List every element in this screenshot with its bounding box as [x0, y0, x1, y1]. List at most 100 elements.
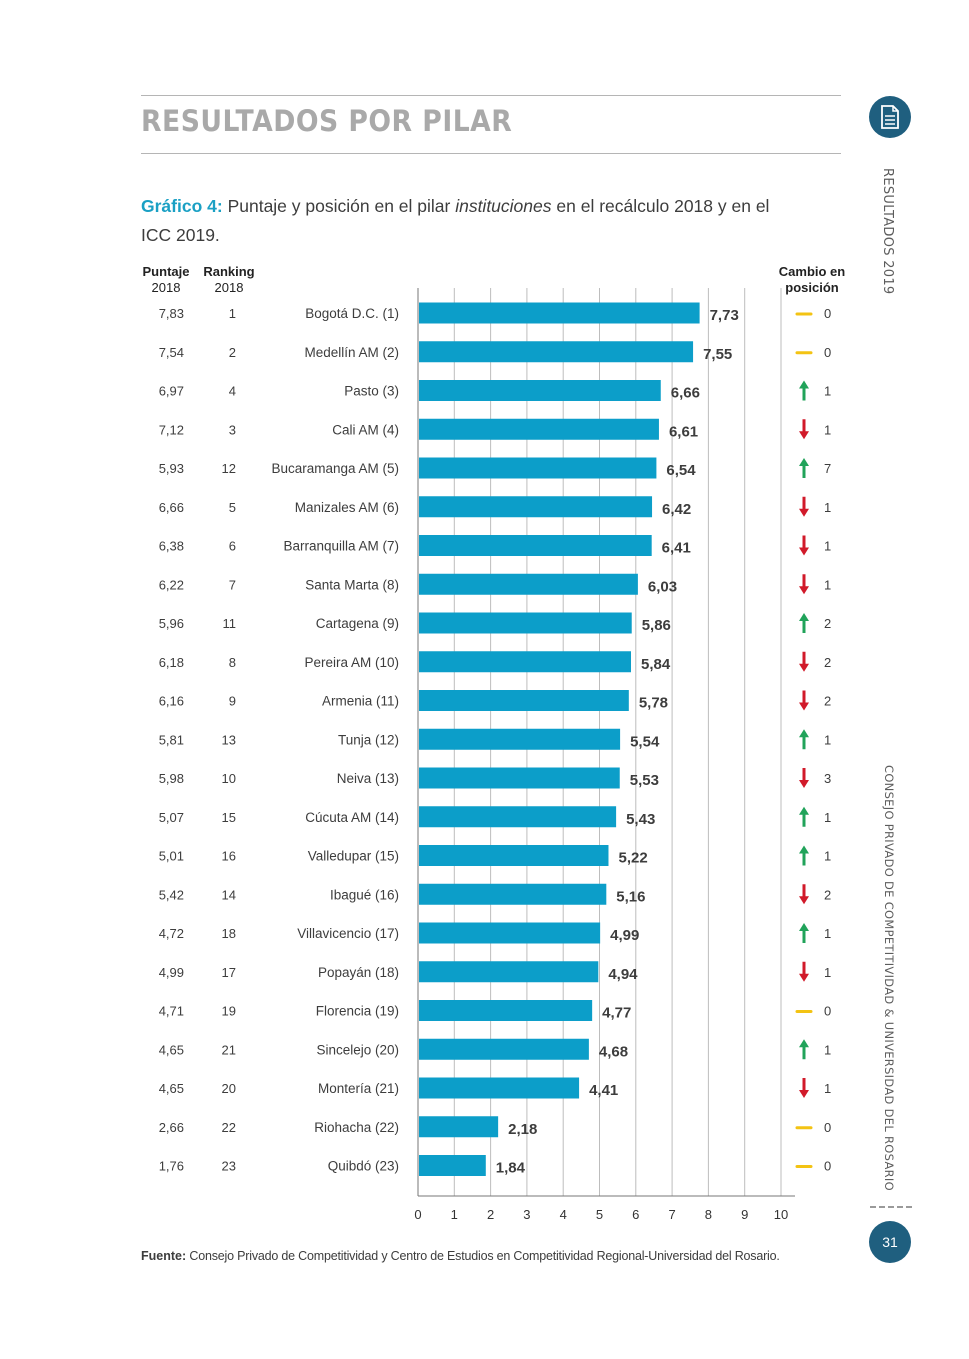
score-2018-cell: 5,42 — [159, 887, 184, 902]
category-label: Manizales AM (6) — [295, 500, 399, 515]
side-label-publisher: CONSEJO PRIVADO DE COMPETITIVIDAD & UNIV… — [882, 765, 896, 1191]
arrow-up-icon — [799, 729, 809, 750]
rank-2018-cell: 12 — [222, 461, 236, 476]
data-label: 5,43 — [626, 811, 655, 828]
category-label: Pasto (3) — [344, 384, 399, 399]
category-label: Cali AM (4) — [332, 422, 399, 437]
arrow-down-icon — [799, 535, 809, 556]
rank-2018-cell: 22 — [222, 1120, 236, 1135]
x-tick-label: 9 — [741, 1207, 748, 1222]
score-2018-cell: 1,76 — [159, 1159, 184, 1174]
change-value: 1 — [824, 384, 831, 399]
change-value: 2 — [824, 694, 831, 709]
caption-text-after: en el recálculo 2018 y en el ICC 2019. — [141, 196, 770, 245]
change-value: 1 — [824, 577, 831, 592]
change-value: 0 — [824, 306, 831, 321]
bar — [419, 651, 631, 673]
category-label: Popayán (18) — [318, 965, 399, 980]
data-label: 6,41 — [662, 540, 691, 557]
rank-2018-cell: 23 — [222, 1159, 236, 1174]
score-2018-cell: 4,65 — [159, 1081, 184, 1096]
arrow-up-icon — [799, 458, 809, 478]
change-value: 0 — [824, 345, 831, 360]
data-label: 6,42 — [662, 501, 691, 518]
data-label: 4,99 — [610, 927, 639, 944]
data-label: 5,16 — [616, 888, 645, 905]
score-2018-cell: 2,66 — [159, 1120, 184, 1135]
score-2018-cell: 6,18 — [159, 655, 184, 670]
change-value: 2 — [824, 616, 831, 631]
bar — [419, 612, 632, 634]
data-label: 5,54 — [630, 733, 660, 750]
rank-2018-cell: 6 — [229, 539, 236, 554]
chart-caption: Gráfico 4: Puntaje y posición en el pila… — [141, 192, 801, 250]
change-value: 1 — [824, 810, 831, 825]
score-2018-cell: 6,38 — [159, 539, 184, 554]
data-label: 4,77 — [602, 1005, 631, 1022]
data-label: 7,55 — [703, 346, 732, 363]
caption-label: Gráfico 4: — [141, 196, 223, 216]
data-label: 4,68 — [599, 1043, 628, 1060]
change-value: 1 — [824, 849, 831, 864]
arrow-down-icon — [799, 574, 809, 595]
column-header-score-2018-line2: 2018 — [151, 280, 181, 295]
rank-2018-cell: 11 — [223, 616, 237, 631]
rank-2018-cell: 16 — [222, 849, 236, 864]
column-header-rank-2018-line2: 2018 — [214, 280, 244, 295]
rank-2018-cell: 18 — [222, 926, 236, 941]
rank-2018-cell: 4 — [229, 384, 236, 399]
arrow-up-icon — [799, 923, 809, 943]
category-label: Cartagena (9) — [316, 616, 399, 631]
data-label: 5,78 — [639, 695, 668, 712]
bar — [419, 767, 620, 789]
bar — [419, 961, 599, 983]
column-header-rank-2018-line1: Ranking — [203, 264, 255, 279]
score-2018-cell: 7,83 — [159, 306, 184, 321]
category-label: Armenia (11) — [322, 694, 399, 709]
column-header-change: Cambio en posición — [772, 264, 852, 296]
x-tick-label: 4 — [560, 1207, 567, 1222]
change-value: 0 — [824, 1004, 831, 1019]
x-tick-label: 2 — [487, 1207, 494, 1222]
bar — [419, 496, 653, 518]
source-note: Fuente: Consejo Privado de Competitivida… — [141, 1249, 780, 1263]
column-header-rank-2018: Ranking 2018 — [199, 264, 259, 296]
x-tick-label: 8 — [705, 1207, 712, 1222]
bar — [419, 573, 638, 595]
bar — [419, 728, 621, 750]
change-value: 1 — [824, 926, 831, 941]
score-2018-cell: 6,66 — [159, 500, 184, 515]
x-tick-label: 6 — [632, 1207, 639, 1222]
bar — [419, 845, 609, 866]
category-label: Santa Marta (8) — [305, 577, 399, 592]
score-2018-cell: 5,96 — [159, 616, 184, 631]
page-title: RESULTADOS POR PILAR — [141, 104, 513, 138]
category-label: Ibagué (16) — [330, 887, 399, 902]
change-value: 2 — [824, 887, 831, 902]
score-2018-cell: 6,22 — [159, 577, 184, 592]
arrow-down-icon — [799, 961, 809, 982]
x-tick-label: 0 — [414, 1207, 421, 1222]
source-label: Fuente: — [141, 1249, 187, 1263]
category-label: Barranquilla AM (7) — [283, 539, 399, 554]
score-2018-cell: 7,12 — [159, 422, 184, 437]
rank-2018-cell: 5 — [229, 500, 236, 515]
arrow-up-icon — [799, 380, 809, 401]
category-label: Tunja (12) — [338, 732, 399, 747]
data-label: 6,61 — [669, 423, 698, 440]
arrow-down-icon — [799, 1078, 809, 1098]
category-label: Florencia (19) — [316, 1004, 399, 1019]
rank-2018-cell: 2 — [229, 345, 236, 360]
change-value: 0 — [824, 1120, 831, 1135]
rank-2018-cell: 3 — [229, 422, 236, 437]
category-label: Villavicencio (17) — [297, 926, 399, 941]
column-header-score-2018: Puntaje 2018 — [138, 264, 194, 296]
title-rule — [141, 153, 841, 154]
bar — [419, 418, 659, 440]
score-2018-cell: 4,99 — [159, 965, 184, 980]
page-divider — [870, 1206, 912, 1208]
data-label: 6,54 — [666, 462, 696, 479]
category-label: Cúcuta AM (14) — [305, 810, 399, 825]
score-2018-cell: 5,98 — [159, 771, 184, 786]
top-rule — [141, 95, 841, 96]
